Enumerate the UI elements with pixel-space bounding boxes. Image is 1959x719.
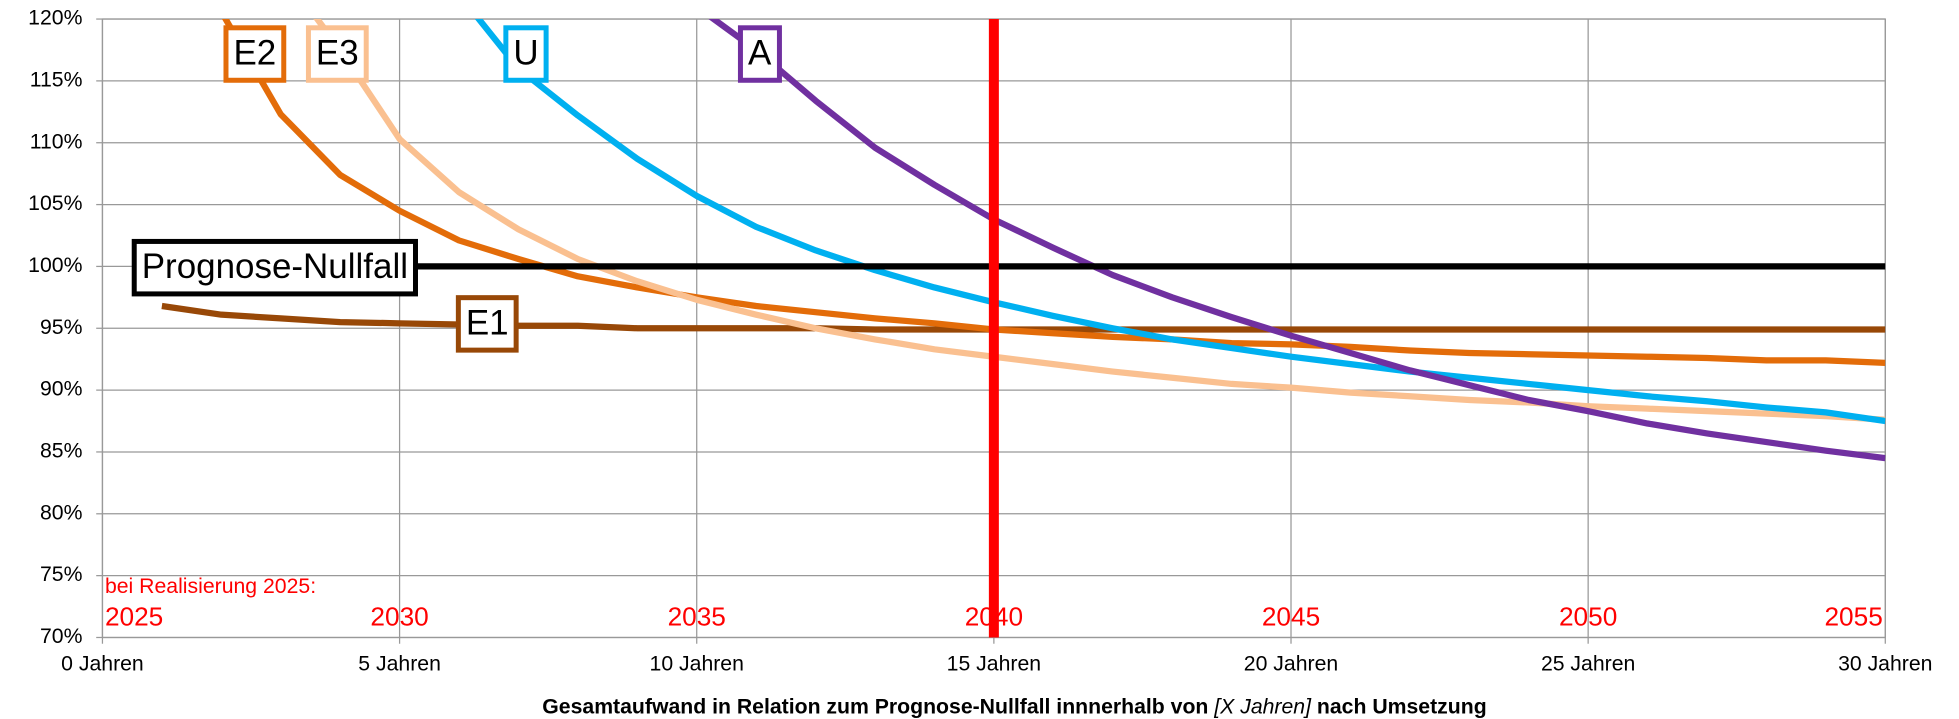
y-tick-label: 75% — [40, 563, 83, 586]
series-line — [708, 19, 1886, 462]
series-label: Prognose-Nullfall — [142, 247, 408, 286]
y-tick-label: 90% — [40, 378, 83, 401]
series-label: A — [748, 34, 772, 73]
x-axis-title-part: nach Umsetzung — [1311, 695, 1487, 718]
x2-tick-label: 2045 — [1262, 602, 1320, 632]
x-axis-title-part: Gesamtaufwand in Relation zum Prognose-N… — [542, 695, 1214, 718]
series-label: U — [513, 34, 538, 73]
y-tick-label: 115% — [30, 69, 83, 92]
y-tick-label: 80% — [40, 501, 83, 524]
series-label-box — [455, 295, 519, 353]
y-tick-label: 105% — [28, 192, 82, 215]
x-tick-label: 30 Jahren — [1838, 653, 1932, 676]
x-tick-label: 25 Jahren — [1541, 653, 1635, 676]
x-axis-title: Gesamtaufwand in Relation zum Prognose-N… — [542, 695, 1486, 718]
series-label: E2 — [233, 34, 276, 73]
series-label-box — [305, 25, 369, 83]
x-tick-label: 0 Jahren — [61, 653, 144, 676]
series-label: E3 — [316, 34, 359, 73]
x-axis-title-part: [X Jahren] — [1213, 695, 1312, 718]
x2-tick-label: 2055 — [1824, 602, 1882, 632]
y-tick-label: 95% — [40, 316, 83, 339]
x2-annotation: bei Realisierung 2025: — [105, 575, 316, 598]
series-label-box — [737, 25, 782, 83]
series-label-box — [223, 25, 287, 83]
y-tick-label: 120% — [28, 7, 82, 30]
series-line — [313, 19, 1886, 423]
y-tick-label: 100% — [28, 254, 82, 277]
x2-tick-label: 2035 — [668, 602, 726, 632]
x-tick-label: 10 Jahren — [650, 653, 744, 676]
y-tick-label: 85% — [40, 440, 83, 463]
series-line — [221, 19, 1886, 367]
y-tick-label: 70% — [40, 625, 83, 648]
x2-tick-label: 2050 — [1559, 602, 1617, 632]
series-label-box — [131, 238, 418, 297]
series-label: E1 — [466, 303, 509, 342]
series-label-box — [503, 25, 549, 83]
x2-tick-label: 2025 — [105, 602, 163, 632]
y-tick-label: 110% — [30, 130, 83, 153]
x-tick-label: 20 Jahren — [1244, 653, 1338, 676]
x-tick-label: 15 Jahren — [947, 653, 1041, 676]
series-lines — [161, 19, 1886, 462]
x-tick-label: 5 Jahren — [358, 653, 441, 676]
series-line — [474, 19, 1886, 425]
x2-tick-label: 2030 — [370, 602, 428, 632]
